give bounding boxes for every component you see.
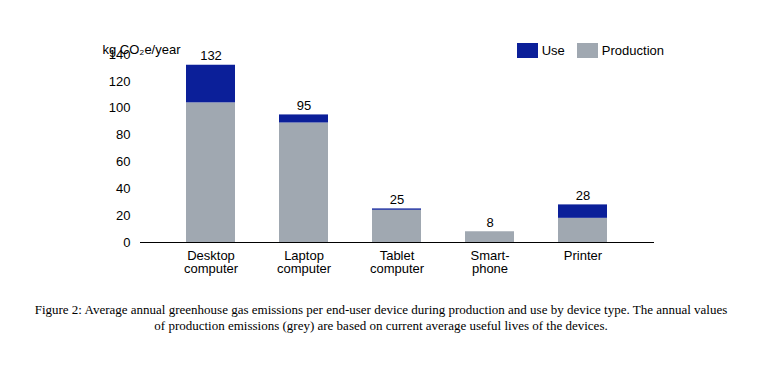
svg-text:28: 28: [576, 188, 590, 203]
svg-text:40: 40: [116, 181, 130, 196]
html-text:Figure 2: Average annual green: Figure 2: Average annual greenhouse gas …: [34, 302, 728, 333]
svg-text:Laptopcomputer: Laptopcomputer: [277, 248, 332, 276]
svg-text:132: 132: [200, 48, 222, 63]
svg-text:Printer: Printer: [564, 248, 603, 263]
svg-text:kg CO₂e/year: kg CO₂e/year: [103, 42, 182, 57]
svg-text:Tabletcomputer: Tabletcomputer: [370, 248, 425, 276]
svg-text:25: 25: [390, 192, 404, 207]
svg-text:80: 80: [116, 127, 130, 142]
svg-text:0: 0: [123, 235, 130, 250]
svg-text:20: 20: [116, 208, 130, 223]
html-text:Production: Production: [601, 43, 664, 58]
svg-text:Desktopcomputer: Desktopcomputer: [184, 248, 239, 276]
svg-text:Smart-phone: Smart-phone: [471, 248, 510, 276]
svg-text:95: 95: [297, 98, 311, 113]
svg-text:120: 120: [109, 74, 131, 89]
html-text:Use: Use: [541, 43, 565, 58]
svg-text:60: 60: [116, 154, 130, 169]
svg-text:8: 8: [486, 215, 493, 230]
svg-text:100: 100: [109, 100, 131, 115]
